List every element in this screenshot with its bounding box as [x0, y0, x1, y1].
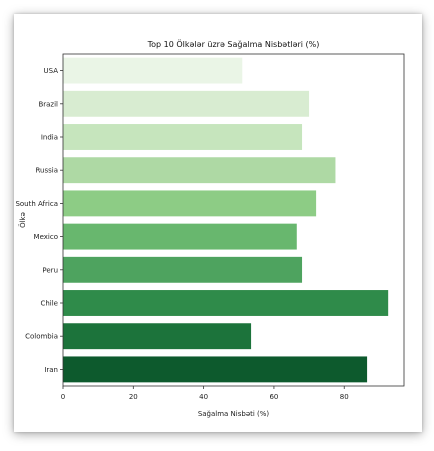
y-tick-label: Colombia: [25, 333, 58, 341]
bar-peru: [63, 257, 302, 283]
bar-usa: [63, 58, 242, 84]
x-tick-label: 40: [199, 393, 208, 401]
bar-india: [63, 124, 302, 150]
y-tick-label: Chile: [40, 300, 58, 308]
bar-brazil: [63, 91, 309, 117]
y-tick-label: South Africa: [15, 200, 58, 208]
y-tick-label: USA: [44, 67, 59, 75]
bar-chile: [63, 290, 388, 316]
y-axis-label: Ölkə: [18, 212, 27, 228]
bars-group: [63, 58, 388, 383]
bar-iran: [63, 356, 367, 382]
bar-colombia: [63, 323, 251, 349]
x-tick-label: 60: [269, 393, 278, 401]
chart-title: Top 10 Ölkələr üzrə Sağalma Nisbətləri (…: [147, 39, 320, 49]
y-tick-label: Iran: [44, 366, 58, 374]
x-tick-label: 20: [129, 393, 138, 401]
x-tick-label: 80: [340, 393, 349, 401]
x-tick-label: 0: [61, 393, 65, 401]
bar-russia: [63, 157, 335, 183]
x-ticks-group: 0 20 40 60 80: [61, 386, 349, 401]
bar-mexico: [63, 224, 297, 250]
y-tick-label: Russia: [35, 167, 58, 175]
y-tick-label: India: [41, 134, 58, 142]
y-tick-label: Peru: [42, 266, 58, 274]
x-axis-label: Sağalma Nisbəti (%): [198, 410, 270, 418]
bar-south-africa: [63, 190, 316, 216]
y-tick-label: Mexico: [34, 233, 58, 241]
y-tick-label: Brazil: [38, 100, 58, 108]
